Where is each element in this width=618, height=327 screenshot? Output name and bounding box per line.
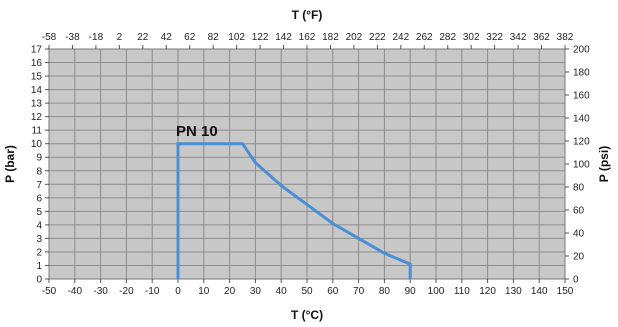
x-tick-label: 40 — [276, 286, 288, 297]
series-point — [176, 277, 180, 281]
series-annotation: PN 10 — [176, 123, 218, 140]
x-top-tick-label: 142 — [275, 32, 292, 43]
bottom-axis-tick-labels: -50 -40 -30 -20 -10 0 10 20 30 40 50 60 70 80 90 100 110… — [42, 279, 574, 297]
y-right-tick-label: 180 — [573, 68, 590, 79]
y-tick-label: 13 — [31, 99, 43, 110]
series-point — [305, 203, 309, 206]
y-right-tick-label: 60 — [573, 206, 585, 217]
series-point — [176, 142, 180, 145]
top-axis-tick-labels: -58 -38 -18 2 22 42 62 82 102 122 142 162 182 202 222 2… — [42, 32, 574, 49]
y-tick-label: 6 — [36, 193, 42, 204]
series-point — [409, 262, 412, 266]
series-point — [357, 237, 360, 240]
x-top-tick-label: -18 — [89, 32, 104, 43]
y-tick-label: 4 — [36, 220, 42, 231]
x-tick-label: 50 — [301, 286, 313, 297]
series-points — [176, 142, 412, 281]
series-point — [280, 184, 283, 187]
x-top-tick-label: 382 — [557, 32, 574, 43]
x-tick-label: 10 — [198, 286, 210, 297]
series-point — [383, 252, 386, 255]
x-tick-label: 20 — [224, 286, 236, 297]
y-tick-label: 2 — [36, 247, 42, 258]
x-top-tick-label: 162 — [299, 32, 316, 43]
y-tick-label: 16 — [31, 58, 43, 69]
y-tick-label: 9 — [36, 153, 42, 164]
x-tick-label: 90 — [405, 286, 417, 297]
y-tick-label: 10 — [31, 139, 43, 150]
y-right-tick-label: 80 — [573, 183, 585, 194]
y-right-tick-label: 40 — [573, 229, 585, 240]
series-point — [254, 161, 257, 164]
x-tick-label: -50 — [42, 286, 57, 297]
x-top-tick-label: -58 — [42, 32, 57, 43]
y-tick-label: 3 — [36, 234, 42, 245]
y-tick-label: 15 — [31, 72, 43, 83]
x-top-tick-label: 202 — [346, 32, 363, 43]
x-tick-label: 120 — [479, 286, 496, 297]
x-tick-label: 60 — [327, 286, 339, 297]
x-top-tick-label: 102 — [228, 32, 245, 43]
x-axis-bottom-title: T (°C) — [291, 308, 323, 322]
x-tick-label: 100 — [428, 286, 445, 297]
x-tick-label: 70 — [353, 286, 365, 297]
series-point — [331, 222, 334, 225]
x-top-tick-label: 282 — [439, 32, 456, 43]
y-tick-label: 7 — [36, 180, 42, 191]
x-axis-top-title: T (°F) — [292, 8, 323, 22]
y-tick-label: 1 — [36, 261, 42, 272]
y-tick-label: 8 — [36, 166, 42, 177]
x-tick-label: -10 — [145, 286, 160, 297]
x-top-tick-label: 22 — [137, 32, 149, 43]
y-right-tick-label: 200 — [573, 45, 590, 56]
vertical-gridlines — [48, 49, 566, 279]
x-top-tick-label: 262 — [416, 32, 433, 43]
y-right-tick-label: 100 — [573, 160, 590, 171]
x-top-tick-label: -38 — [65, 32, 80, 43]
x-top-tick-label: 122 — [252, 32, 269, 43]
x-top-tick-label: 342 — [510, 32, 527, 43]
series-point — [409, 277, 412, 281]
y-tick-label: 5 — [36, 207, 42, 218]
y-axis-left-title: P (bar) — [3, 145, 17, 183]
y-axis-right-title: P (psi) — [597, 146, 611, 182]
x-top-tick-label: 2 — [117, 32, 123, 43]
right-axis-tick-labels: 0 20 40 60 80 100 120 140 160 180 200 — [565, 45, 590, 286]
x-tick-label: -40 — [68, 286, 83, 297]
x-tick-label: 0 — [175, 286, 181, 297]
y-right-tick-label: 120 — [573, 137, 590, 148]
y-tick-label: 12 — [31, 112, 43, 123]
y-right-tick-label: 20 — [573, 252, 585, 263]
x-top-tick-label: 62 — [184, 32, 196, 43]
x-tick-label: 140 — [531, 286, 548, 297]
x-top-tick-label: 222 — [369, 32, 386, 43]
x-top-tick-label: 362 — [533, 32, 550, 43]
y-tick-label: 0 — [36, 275, 42, 286]
x-tick-label: 110 — [454, 286, 470, 297]
x-top-tick-label: 182 — [322, 32, 339, 43]
x-tick-label: 80 — [379, 286, 391, 297]
y-right-tick-label: 0 — [573, 275, 579, 286]
x-tick-label: 150 — [557, 286, 574, 297]
x-top-tick-label: 302 — [463, 32, 480, 43]
series-point — [241, 142, 244, 145]
y-tick-label: 14 — [31, 85, 43, 96]
y-right-tick-label: 160 — [573, 91, 590, 102]
x-tick-label: -30 — [93, 286, 108, 297]
y-tick-label: 11 — [32, 126, 43, 137]
x-tick-label: -20 — [119, 286, 134, 297]
x-top-tick-label: 42 — [161, 32, 173, 43]
y-tick-label: 17 — [31, 45, 43, 56]
x-tick-label: 30 — [250, 286, 262, 297]
y-right-tick-label: 140 — [573, 114, 590, 125]
x-top-tick-label: 242 — [392, 32, 409, 43]
x-top-tick-label: 322 — [486, 32, 503, 43]
x-top-tick-label: 82 — [208, 32, 220, 43]
x-tick-label: 130 — [505, 286, 522, 297]
